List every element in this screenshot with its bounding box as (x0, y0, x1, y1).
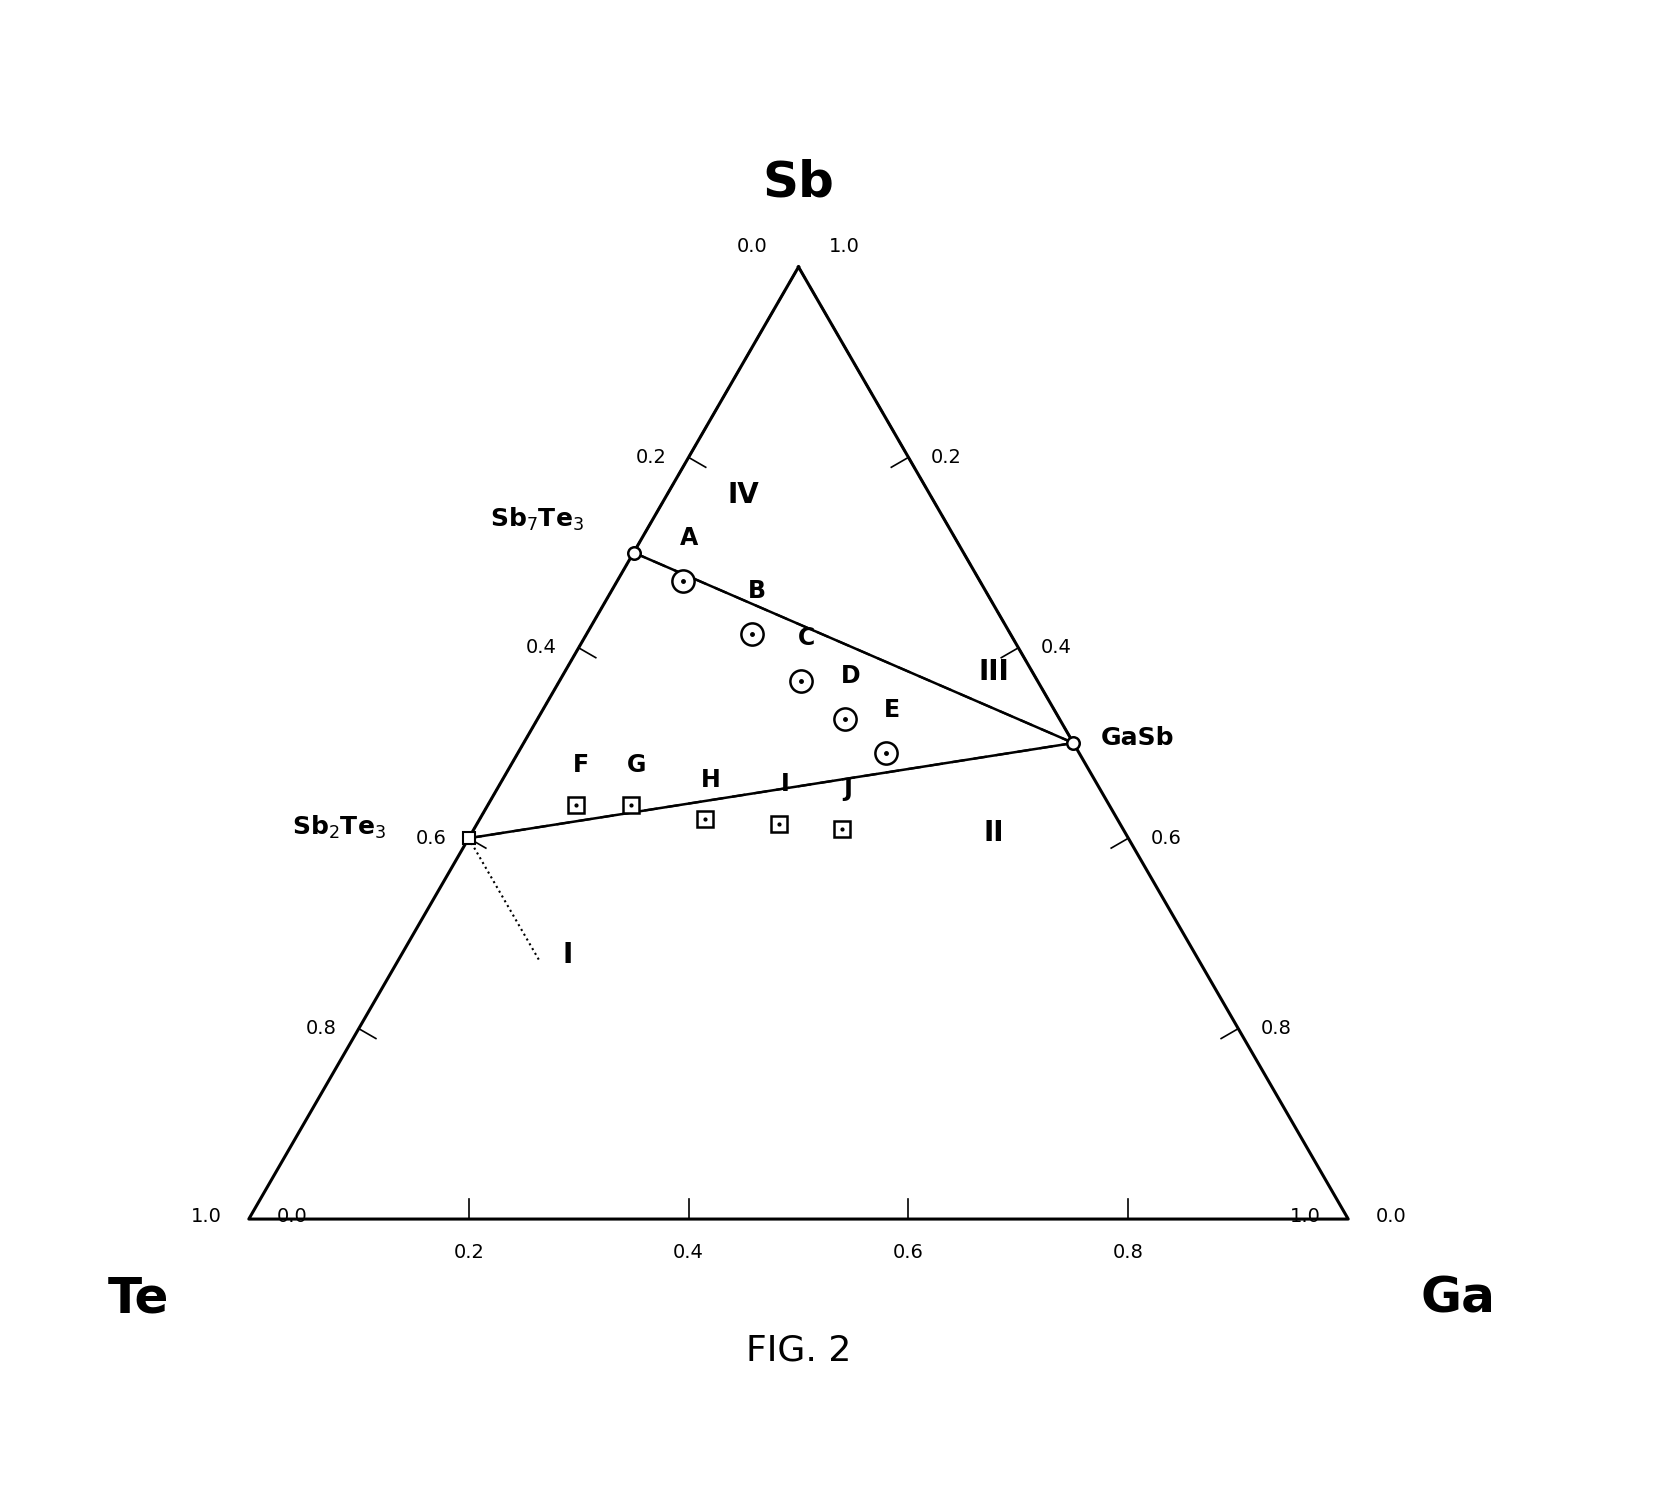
Text: 0.4: 0.4 (1041, 639, 1071, 657)
Text: 0.2: 0.2 (635, 447, 667, 467)
Text: III: III (978, 658, 1009, 685)
Text: IV: IV (728, 481, 760, 510)
Text: 1.0: 1.0 (1290, 1207, 1320, 1226)
Text: FIG. 2: FIG. 2 (745, 1334, 851, 1369)
Text: 0.6: 0.6 (893, 1244, 925, 1262)
Text: Sb$_2$Te$_3$: Sb$_2$Te$_3$ (293, 814, 386, 841)
Text: 0.8: 0.8 (1261, 1019, 1290, 1039)
Text: 0.0: 0.0 (737, 236, 768, 256)
Text: C: C (798, 626, 815, 651)
Text: 0.0: 0.0 (276, 1207, 308, 1226)
Text: A: A (680, 526, 698, 550)
Text: Te: Te (108, 1274, 170, 1323)
Text: 0.2: 0.2 (930, 447, 961, 467)
Text: 0.6: 0.6 (416, 829, 447, 847)
Text: 0.6: 0.6 (1151, 829, 1181, 847)
Text: Sb$_7$Te$_3$: Sb$_7$Te$_3$ (491, 505, 584, 533)
Text: J: J (843, 777, 853, 801)
Text: Sb: Sb (763, 159, 835, 207)
Text: F: F (574, 753, 589, 777)
Text: 0.4: 0.4 (526, 639, 557, 657)
Text: H: H (700, 768, 720, 792)
Text: GaSb: GaSb (1101, 725, 1174, 749)
Text: 0.0: 0.0 (1375, 1207, 1407, 1226)
Text: D: D (841, 664, 860, 688)
Text: Ga: Ga (1420, 1274, 1495, 1323)
Text: G: G (627, 753, 645, 777)
Text: 0.4: 0.4 (674, 1244, 703, 1262)
Text: 1.0: 1.0 (830, 236, 860, 256)
Text: I: I (780, 773, 790, 796)
Text: 1.0: 1.0 (191, 1207, 221, 1226)
Text: I: I (562, 942, 572, 969)
Text: II: II (983, 819, 1004, 847)
Text: 0.2: 0.2 (454, 1244, 484, 1262)
Text: E: E (885, 698, 900, 722)
Text: 0.8: 0.8 (306, 1019, 338, 1039)
Text: 0.8: 0.8 (1113, 1244, 1144, 1262)
Text: B: B (748, 578, 767, 603)
